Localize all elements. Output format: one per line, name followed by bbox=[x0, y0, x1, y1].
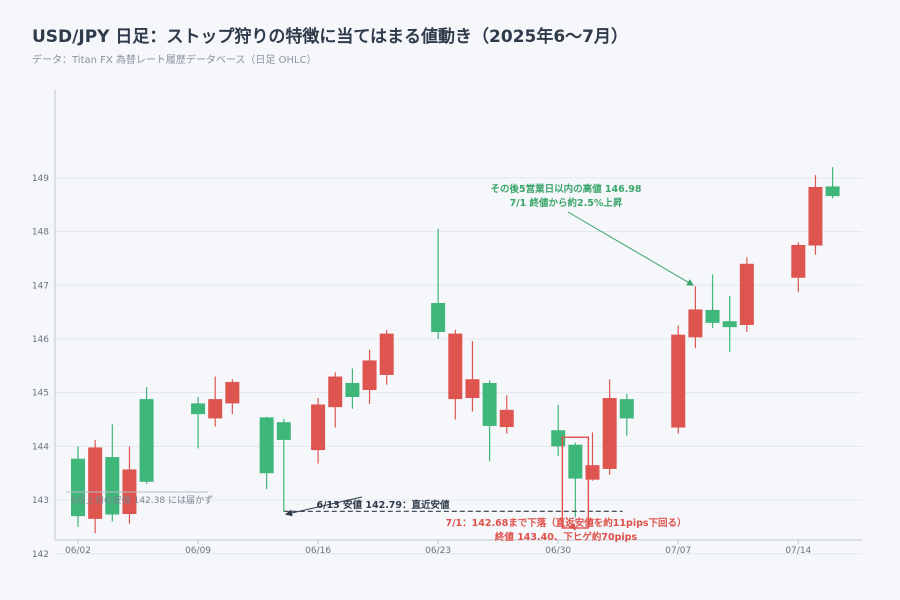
candle-body bbox=[276, 422, 291, 440]
candle-body bbox=[585, 465, 600, 480]
candle-body bbox=[722, 321, 737, 328]
candle-body bbox=[311, 404, 326, 451]
y-tick-label: 142 bbox=[32, 550, 49, 560]
candle-body bbox=[671, 334, 686, 428]
chart-subtitle: データ：Titan FX 為替レート履歴データベース（日足 OHLC） bbox=[32, 55, 317, 66]
x-tick-label: 06/30 bbox=[545, 546, 571, 556]
candle-body bbox=[739, 263, 754, 325]
y-tick-label: 149 bbox=[32, 174, 49, 184]
candle-body bbox=[345, 382, 360, 397]
x-tick-label: 06/16 bbox=[305, 546, 331, 556]
candle-body bbox=[482, 382, 497, 426]
candle-body bbox=[568, 444, 583, 479]
candle-body bbox=[808, 186, 823, 246]
recent-low-annotation: 6/13 安値 142.79：直近安値 bbox=[316, 499, 450, 511]
follow-high-arrow bbox=[567, 211, 695, 286]
x-tick-label: 07/14 bbox=[785, 546, 811, 556]
follow-high-annotation-line2: 7/1 終値から約2.5%上昇 bbox=[510, 197, 623, 209]
candle-body bbox=[225, 381, 240, 404]
chart-title: USD/JPY 日足：ストップ狩りの特徴に当てはまる値動き（2025年6〜7月） bbox=[32, 27, 629, 47]
candle-body bbox=[105, 457, 120, 515]
candle-body bbox=[259, 417, 274, 474]
candle-body bbox=[499, 409, 514, 428]
candle-body bbox=[448, 333, 463, 400]
y-tick-label: 145 bbox=[32, 389, 49, 399]
y-tick-label: 144 bbox=[32, 442, 49, 452]
candle-body bbox=[791, 244, 806, 278]
candle-body bbox=[379, 333, 394, 375]
y-tick-label: 148 bbox=[32, 228, 49, 238]
candle-body bbox=[688, 309, 703, 338]
candle-body bbox=[602, 398, 617, 469]
stop-hunt-annotation-line1: 7/1：142.68まで下落（直近安値を約11pips下回る） bbox=[445, 517, 686, 529]
x-tick-label: 06/02 bbox=[65, 546, 91, 556]
recent-low-arrow bbox=[285, 496, 363, 517]
candle-body bbox=[191, 403, 206, 415]
y-tick-label: 143 bbox=[32, 496, 49, 506]
early-low-annotation: 6月上旬の安値 142.38 には届かず bbox=[71, 494, 213, 506]
candle-body bbox=[139, 399, 154, 482]
stop-hunt-arrow bbox=[565, 516, 576, 531]
candle-body bbox=[431, 302, 446, 332]
x-tick-label: 07/07 bbox=[665, 546, 691, 556]
y-tick-label: 147 bbox=[32, 281, 49, 291]
x-tick-label: 06/23 bbox=[425, 546, 451, 556]
candle-body bbox=[88, 447, 103, 519]
x-tick-label: 06/09 bbox=[185, 546, 211, 556]
follow-high-annotation-line1: その後5営業日以内の高値 146.98 bbox=[490, 183, 641, 195]
candle-body bbox=[328, 376, 343, 408]
candle-body bbox=[551, 430, 566, 447]
candle-body bbox=[465, 379, 480, 399]
candle-body bbox=[362, 360, 377, 390]
y-tick-label: 146 bbox=[32, 335, 49, 345]
candle-body bbox=[71, 458, 85, 517]
candle-body bbox=[705, 309, 720, 323]
candle-body bbox=[619, 399, 634, 419]
stop-hunt-annotation-line2: 終値 143.40、下ヒゲ約70pips bbox=[495, 531, 638, 543]
candle-body bbox=[825, 186, 840, 197]
candle-body bbox=[208, 399, 223, 419]
